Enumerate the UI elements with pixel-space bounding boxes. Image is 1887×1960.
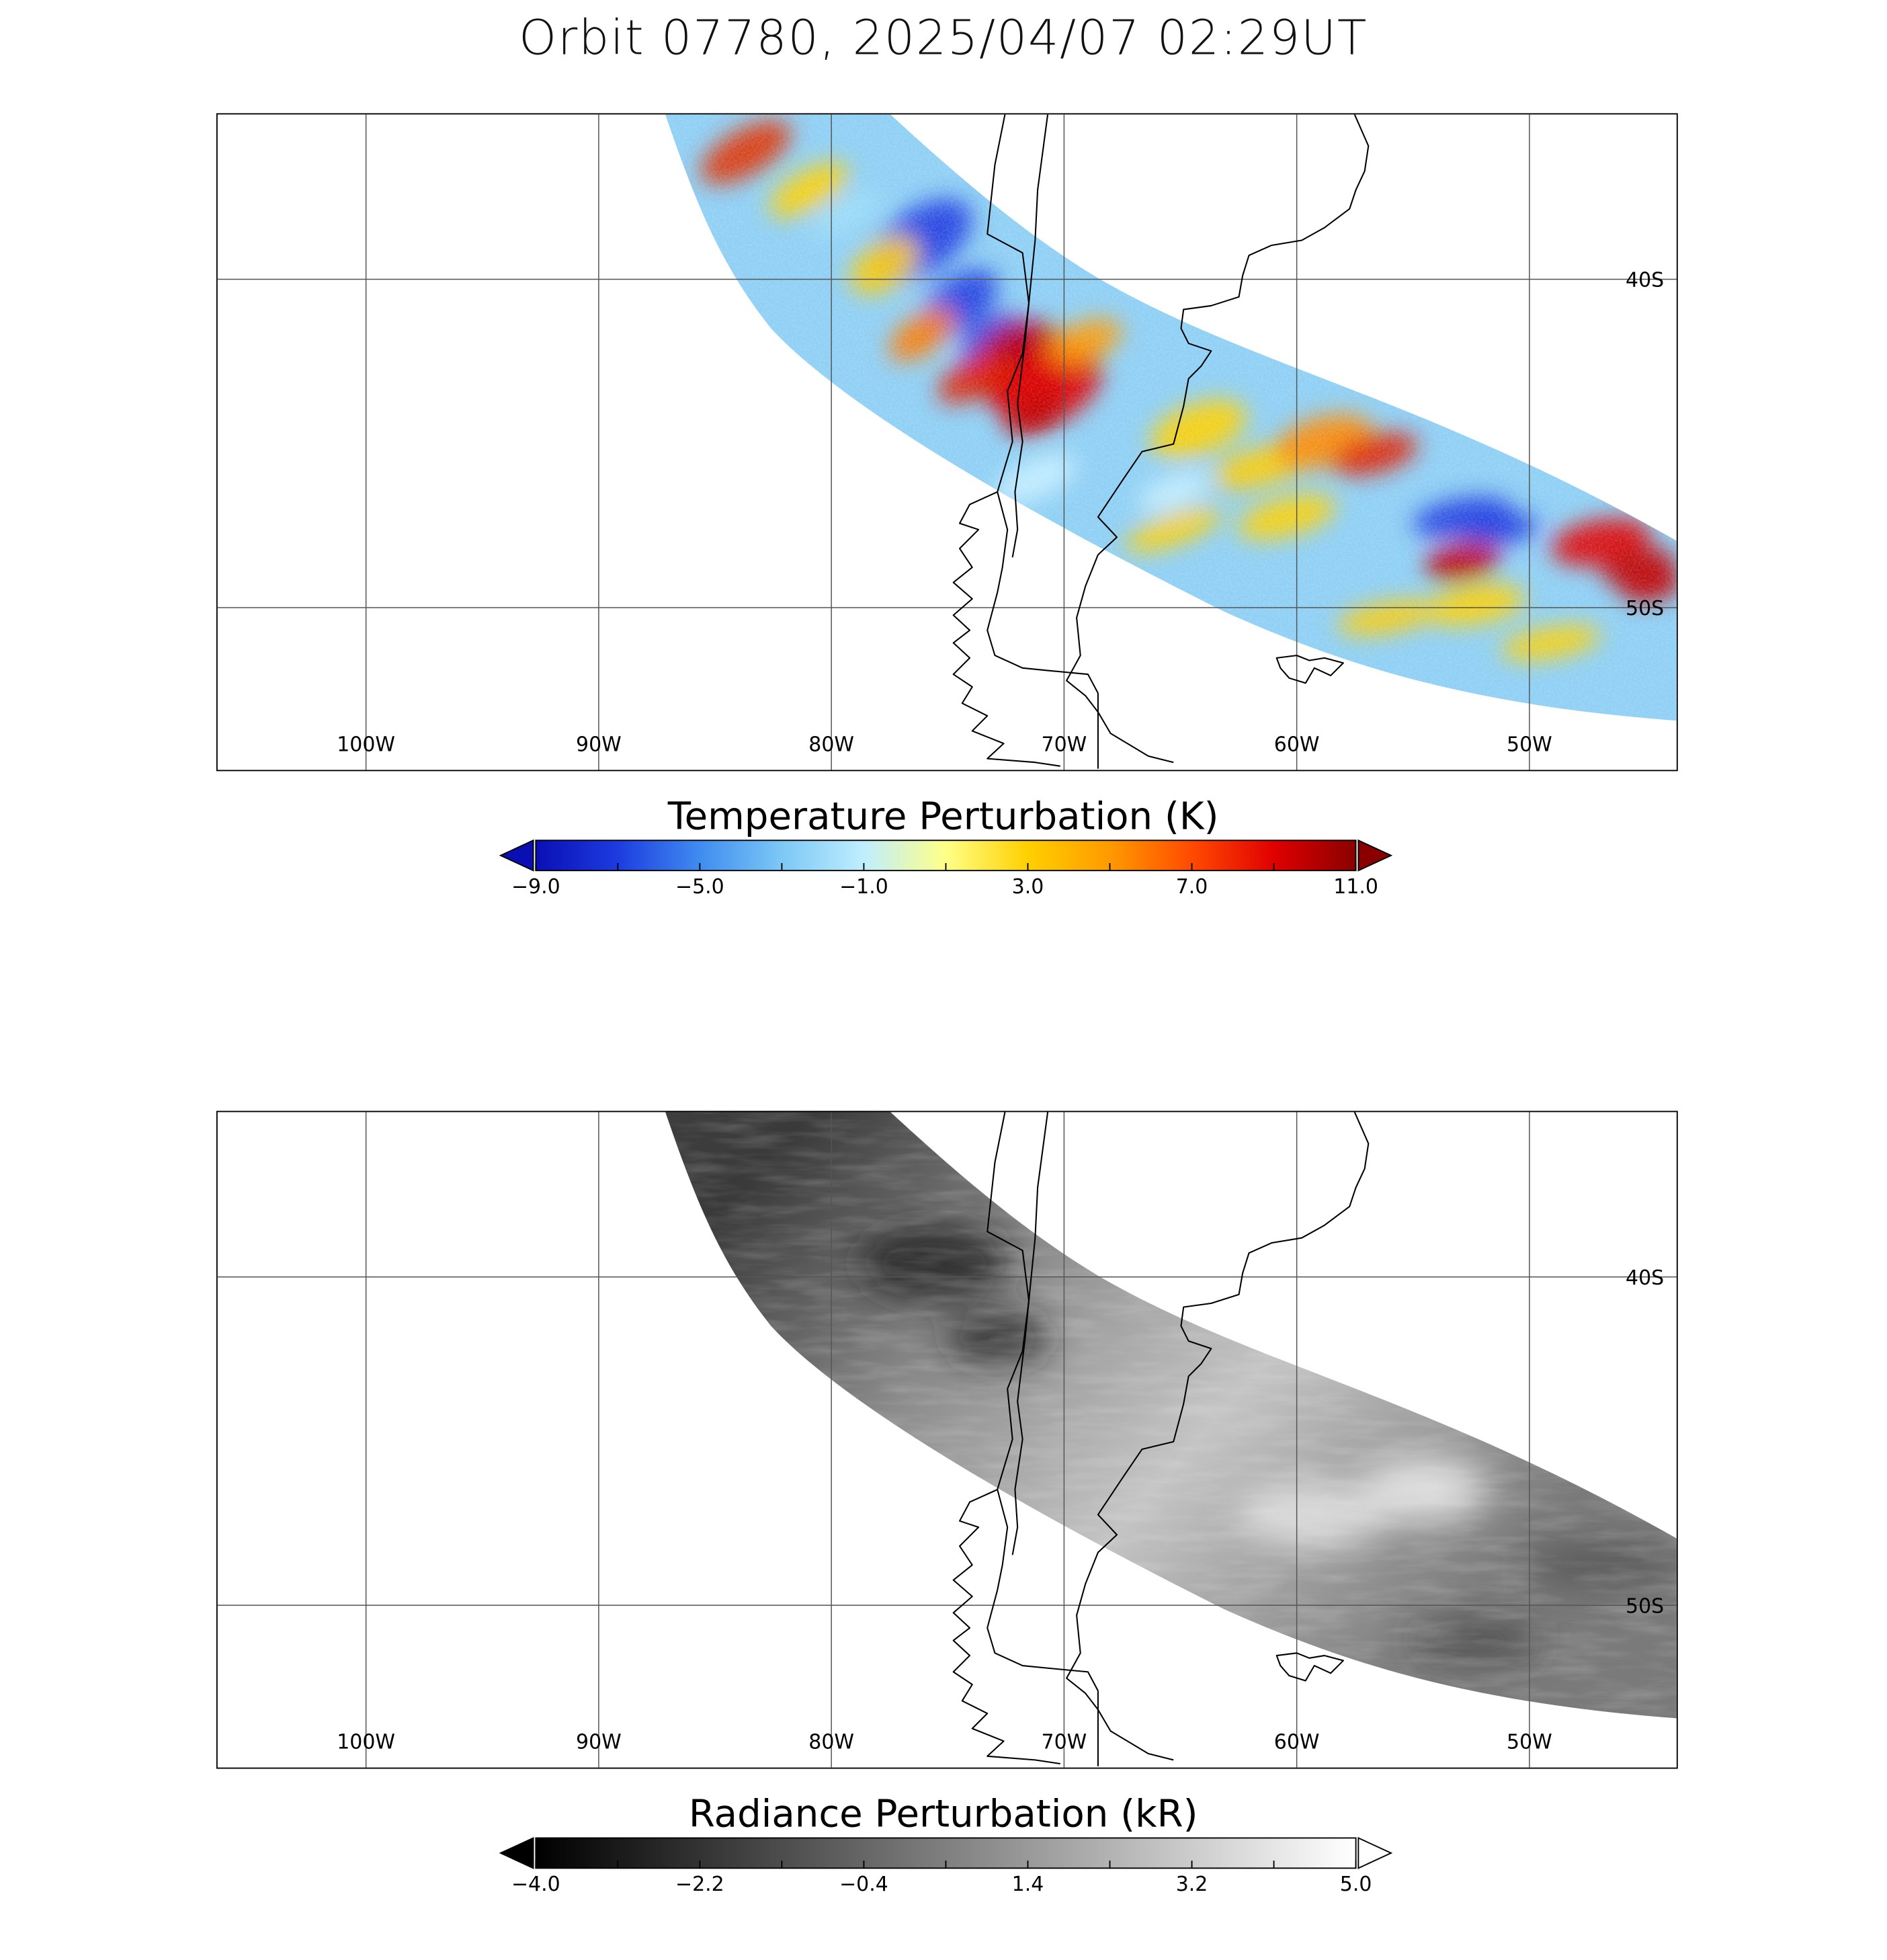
colorbar-tick-label: 3.0 (1011, 874, 1044, 899)
colorbar-tick-label: −2.2 (675, 1871, 724, 1896)
map-graticule (217, 114, 1677, 770)
map-graticule (217, 1112, 1677, 1768)
colorbar-tick-label: 11.0 (1333, 874, 1378, 899)
coastline (952, 1112, 1370, 1766)
lon-label: 60W (1274, 1731, 1320, 1754)
lat-label: 50S (1626, 597, 1664, 620)
colorbar-over-arrow (1357, 1836, 1393, 1869)
radiance-swath (665, 1112, 1677, 1719)
colorbar-tick-label: −4.0 (511, 1871, 560, 1896)
colorbar-tick-label: −5.0 (675, 874, 724, 899)
colorbar-tick-label: 7.0 (1175, 874, 1208, 899)
axis-labels: 100W 90W 80W 70W 60W 50W 40S 50S (337, 1266, 1664, 1754)
colorbar-tick-label: 1.4 (1011, 1871, 1044, 1896)
colorbar-under-arrow (499, 839, 534, 872)
colorbar-tick-label: 5.0 (1339, 1871, 1372, 1896)
colorbar-under-arrow (499, 1836, 534, 1869)
lat-label: 40S (1626, 269, 1664, 292)
lon-label: 50W (1507, 1731, 1552, 1754)
lat-label: 40S (1626, 1266, 1664, 1290)
colorbar-tick-label: −1.0 (839, 874, 888, 899)
radiance-map-panel: 100W 90W 80W 70W 60W 50W 40S 50S (216, 1110, 1678, 1769)
radiance-map: 100W 90W 80W 70W 60W 50W 40S 50S (217, 1112, 1677, 1768)
temperature-colorbar-title: Temperature Perturbation (K) (667, 794, 1219, 840)
lon-label: 70W (1042, 733, 1087, 756)
radiance-colorbar: −4.0 −2.2 −0.4 1.4 3.2 5.0 (498, 1836, 1394, 1896)
temperature-swath (665, 114, 1677, 721)
temperature-colorbar: −9.0 −5.0 −1.0 3.0 7.0 11.0 (498, 838, 1394, 898)
figure-title: Orbit 07780, 2025/04/07 02:29UT (519, 9, 1368, 66)
lon-label: 100W (337, 733, 395, 756)
colorbar-tick-label: −9.0 (511, 874, 560, 899)
lon-label: 90W (576, 1731, 622, 1754)
colorbar-over-arrow (1357, 839, 1393, 872)
lon-label: 100W (337, 1731, 395, 1754)
lon-label: 90W (576, 733, 622, 756)
lat-label: 50S (1626, 1594, 1664, 1618)
lon-label: 60W (1274, 733, 1320, 756)
colorbar-tick-label: −0.4 (839, 1871, 888, 1896)
lon-label: 50W (1507, 733, 1552, 756)
temperature-map-panel: 100W 90W 80W 70W 60W 50W 40S 50S (216, 113, 1678, 772)
lon-label: 80W (808, 1731, 854, 1754)
axis-labels: 100W 90W 80W 70W 60W 50W 40S 50S (337, 269, 1664, 757)
coastline (952, 114, 1370, 769)
lon-label: 70W (1042, 1731, 1087, 1754)
temperature-map: 100W 90W 80W 70W 60W 50W 40S 50S (217, 114, 1677, 770)
lon-label: 80W (808, 733, 854, 756)
radiance-colorbar-title: Radiance Perturbation (kR) (688, 1793, 1198, 1837)
colorbar-tick-label: 3.2 (1175, 1871, 1208, 1896)
